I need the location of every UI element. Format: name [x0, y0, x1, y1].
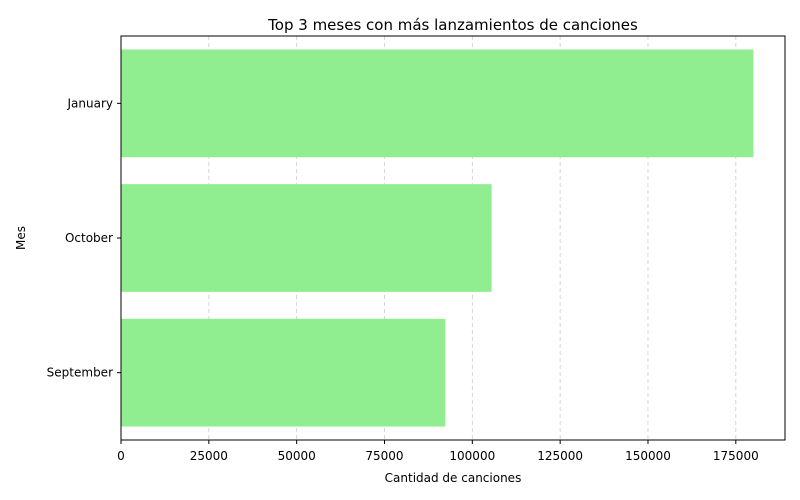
bar-october [121, 184, 492, 292]
x-tick-label: 125000 [537, 449, 583, 463]
x-tick-label: 150000 [625, 449, 671, 463]
x-axis-label: Cantidad de canciones [385, 471, 522, 485]
y-axis-ticks: January October September [47, 96, 121, 380]
x-tick-label: 25000 [190, 449, 228, 463]
y-tick-label: January [67, 96, 114, 110]
y-tick-label: October [65, 231, 113, 245]
bar-january [121, 49, 754, 158]
x-axis-ticks: 0 25000 50000 75000 100000 125000 150000 175000 [117, 440, 759, 463]
x-tick-label: 0 [117, 449, 125, 463]
bars [121, 49, 754, 427]
y-axis-label: Mes [14, 226, 28, 250]
x-tick-label: 50000 [278, 449, 316, 463]
x-tick-label: 75000 [365, 449, 403, 463]
chart-title: Top 3 meses con más lanzamientos de canc… [267, 16, 638, 34]
x-tick-label: 100000 [449, 449, 495, 463]
bar-september [121, 318, 446, 427]
y-tick-label: September [47, 366, 113, 380]
x-tick-label: 175000 [713, 449, 759, 463]
